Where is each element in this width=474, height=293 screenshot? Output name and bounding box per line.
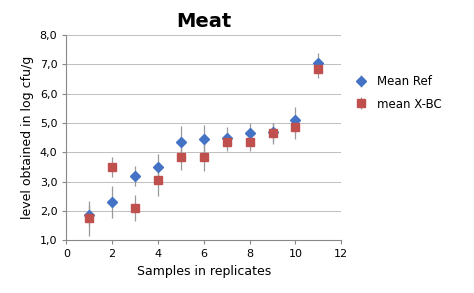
Y-axis label: level obtained in log cfu/g: level obtained in log cfu/g [21, 56, 34, 219]
Legend: Mean Ref, mean X-BC: Mean Ref, mean X-BC [350, 72, 446, 114]
X-axis label: Samples in replicates: Samples in replicates [137, 265, 271, 278]
Title: Meat: Meat [176, 12, 231, 31]
